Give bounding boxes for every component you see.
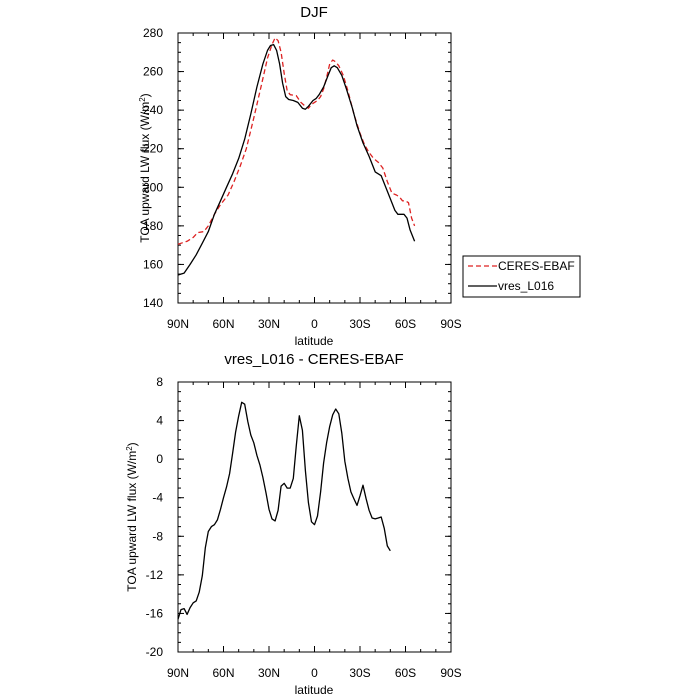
top-y-tick-label: 240 xyxy=(143,103,163,117)
bottom-y-tick-label: -16 xyxy=(146,606,164,620)
bottom-y-tick-label: 4 xyxy=(156,414,163,428)
top-y-tick-label: 260 xyxy=(143,65,163,79)
bottom-series-line-difference xyxy=(177,401,391,620)
top-series-line-ceres-ebaf xyxy=(177,37,416,245)
top-panel: DJF 90N 60N 30N 0 30S 60S 90S 140 160 180 200 220 24… xyxy=(138,4,581,348)
bottom-axis-ticks: 90N 60N 30N 0 30S 60S 90S -20 -16 -12 -8 -4 0 4 8 xyxy=(146,375,462,680)
bottom-y-tick-label: -20 xyxy=(146,645,164,659)
legend-box xyxy=(462,255,581,298)
legend-entry-ceres-ebaf: CERES-EBAF xyxy=(468,259,575,273)
bottom-y-tick-label: 0 xyxy=(156,452,163,466)
top-series-line-vres-l016 xyxy=(177,43,416,276)
top-y-tick-label: 220 xyxy=(143,142,163,156)
bottom-plot-frame xyxy=(177,381,452,653)
bottom-x-tick-label: 0 xyxy=(311,666,318,680)
top-x-tick-label: 30N xyxy=(258,317,280,331)
bottom-x-tick-label: 30S xyxy=(349,666,370,680)
top-y-tick-label: 180 xyxy=(143,219,163,233)
top-x-tick-label: 30S xyxy=(349,317,370,331)
bottom-x-tick-label: 60S xyxy=(395,666,416,680)
top-x-tick-label: 60S xyxy=(395,317,416,331)
top-y-tick-label: 140 xyxy=(143,296,163,310)
bottom-x-axis-label: latitude xyxy=(295,683,334,697)
top-plot-frame xyxy=(177,32,452,304)
top-x-axis-label: latitude xyxy=(295,334,334,348)
top-axis-ticks: 90N 60N 30N 0 30S 60S 90S 140 160 180 200 220 240 260… xyxy=(143,26,462,331)
top-x-tick-label: 0 xyxy=(311,317,318,331)
top-x-tick-label: 90S xyxy=(440,317,461,331)
top-y-axis-label: TOA upward LW flux (W/m2) xyxy=(138,93,152,242)
bottom-x-tick-label: 90N xyxy=(167,666,189,680)
top-y-tick-label: 280 xyxy=(143,26,163,40)
bottom-x-tick-label: 90S xyxy=(440,666,461,680)
bottom-series-lines xyxy=(177,401,391,620)
bottom-chart-title: vres_L016 - CERES-EBAF xyxy=(224,351,403,368)
top-series-lines xyxy=(177,37,416,276)
legend-entry-vres-l016: vres_L016 xyxy=(468,279,554,293)
bottom-y-tick-label: -8 xyxy=(152,529,163,543)
bottom-y-tick-label: 8 xyxy=(156,375,163,389)
top-x-tick-label: 60N xyxy=(212,317,234,331)
legend: CERES-EBAF vres_L016 xyxy=(462,255,581,298)
top-y-tick-label: 200 xyxy=(143,180,163,194)
bottom-x-tick-label: 60N xyxy=(212,666,234,680)
bottom-y-tick-label: -12 xyxy=(146,568,164,582)
bottom-y-tick-label: -4 xyxy=(152,491,163,505)
bottom-panel: vres_L016 - CERES-EBAF 90N 60N 30N 0 30S 60S 9… xyxy=(125,351,462,697)
top-x-tick-label: 90N xyxy=(167,317,189,331)
legend-label-vres-l016: vres_L016 xyxy=(498,279,554,293)
legend-label-ceres-ebaf: CERES-EBAF xyxy=(498,259,575,273)
top-chart-title: DJF xyxy=(300,4,328,21)
bottom-y-axis-label: TOA upward LW flux (W/m2) xyxy=(125,442,139,591)
bottom-x-tick-label: 30N xyxy=(258,666,280,680)
top-y-tick-label: 160 xyxy=(143,257,163,271)
